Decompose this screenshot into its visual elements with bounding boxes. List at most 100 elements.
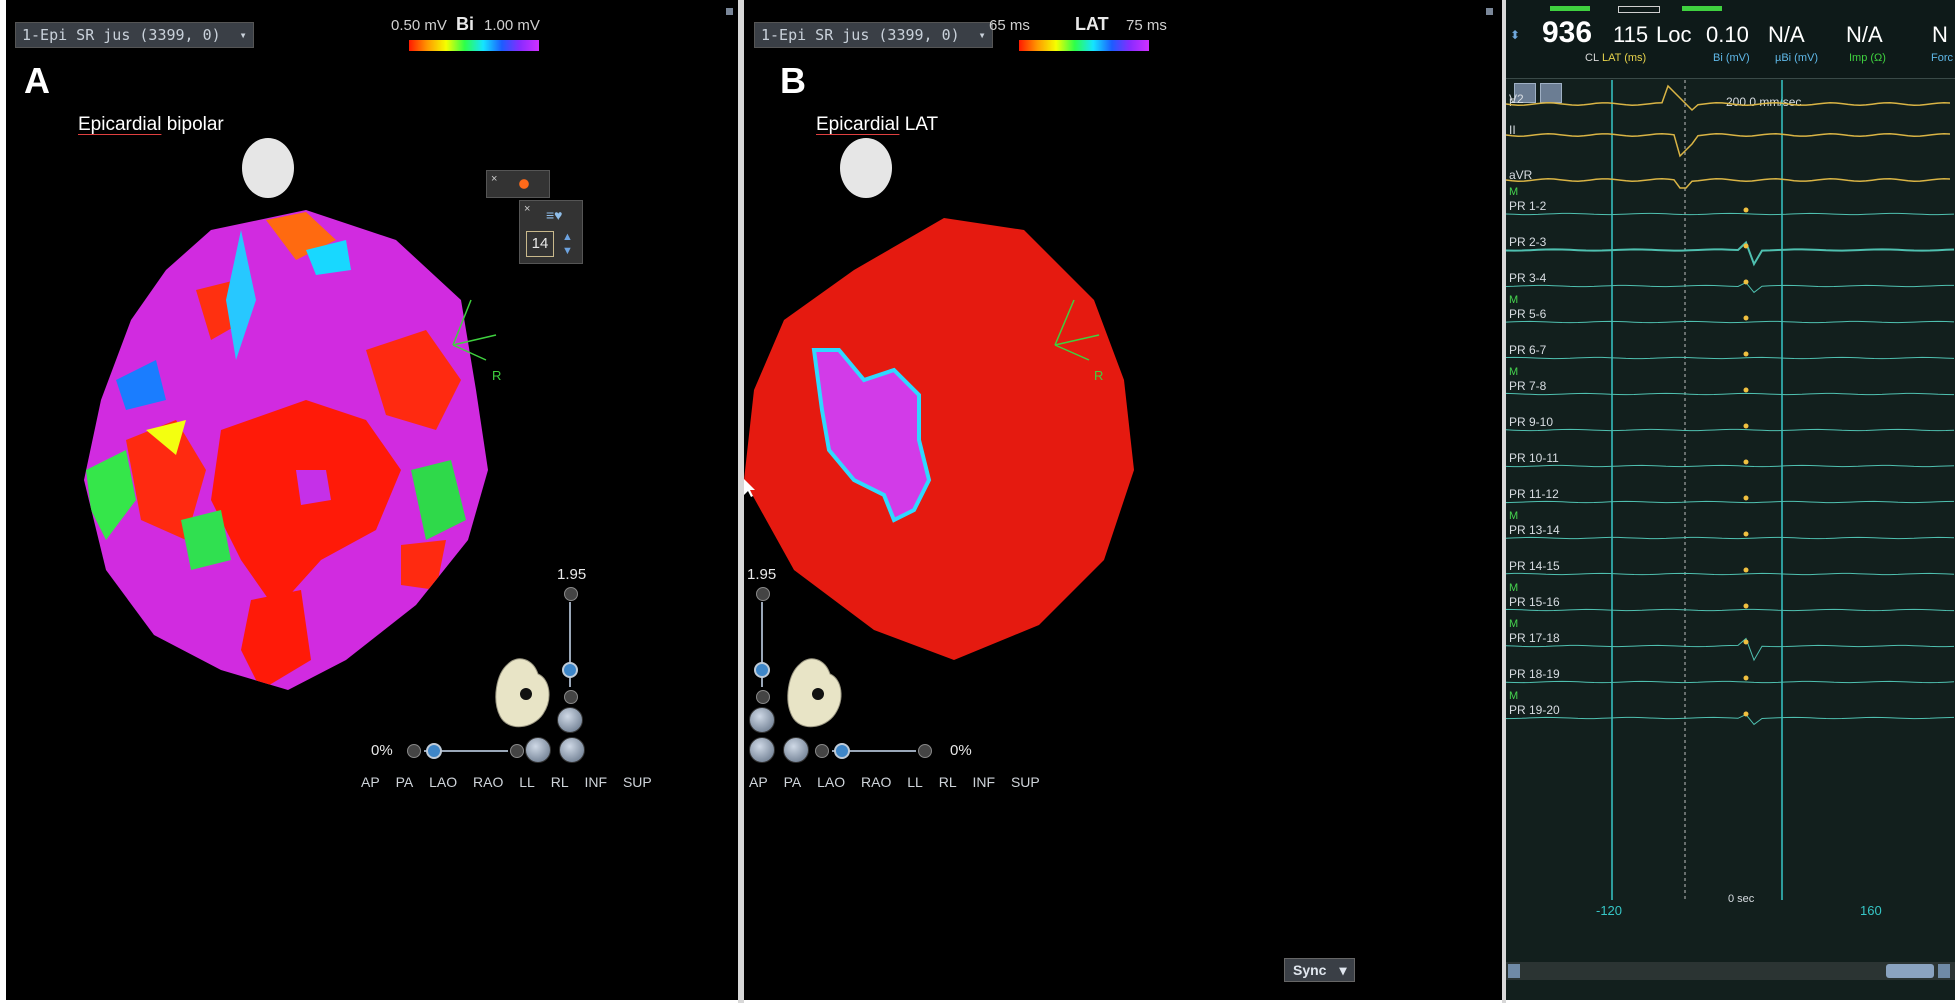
view-ap-button[interactable]: AP	[749, 774, 768, 790]
point-tool-box[interactable]: ×	[486, 170, 550, 198]
annotation-marker[interactable]	[1743, 207, 1749, 213]
transparency-slider-track[interactable]	[832, 750, 916, 752]
close-icon[interactable]: ×	[524, 203, 531, 215]
horizontal-scrollbar[interactable]	[1506, 962, 1955, 980]
view-ap-button[interactable]: AP	[361, 774, 380, 790]
transparency-slider-handle[interactable]	[426, 743, 442, 759]
spin-down-icon[interactable]: ▼	[562, 245, 573, 257]
view-inf-button[interactable]: INF	[584, 774, 608, 790]
settings-icon[interactable]	[1514, 83, 1536, 103]
zoom-slider-track[interactable]	[569, 602, 571, 687]
view-rao-button[interactable]: RAO	[473, 774, 504, 790]
egm-panel[interactable]: ⬍ 936 CL 115 LAT (ms) Loc 0.10 Bi (mV) N…	[1506, 0, 1955, 1000]
view-pa-button[interactable]: PA	[395, 774, 414, 790]
annotation-marker[interactable]	[1743, 603, 1749, 609]
zoom-out-icon[interactable]	[756, 690, 770, 704]
lat-geometry[interactable]: R	[744, 0, 1502, 1000]
bipolar-geometry[interactable]: R	[6, 0, 738, 1000]
egm-traces[interactable]	[1506, 80, 1955, 960]
bipolar-map-panel[interactable]: 1-Epi SR jus (3399, 0) ▾ 0.50 mV Bi 1.00…	[6, 0, 738, 1000]
channel-trace[interactable]	[1506, 536, 1955, 540]
view-rl-button[interactable]: RL	[550, 774, 569, 790]
surface-lead-trace[interactable]	[1506, 84, 1951, 112]
transparency-slider-handle[interactable]	[834, 743, 850, 759]
annotation-marker[interactable]	[1743, 423, 1749, 429]
view-buttons[interactable]: AP PA LAO RAO LL RL INF SUP	[749, 774, 1052, 790]
transparency-minus-icon[interactable]	[815, 744, 829, 758]
zoom-slider-handle[interactable]	[562, 662, 578, 678]
view-rao-button[interactable]: RAO	[861, 774, 892, 790]
zoom-slider-track[interactable]	[761, 602, 763, 687]
shading-icon[interactable]	[525, 737, 551, 763]
channel-trace[interactable]	[1506, 713, 1955, 726]
surface-lead-trace[interactable]	[1506, 178, 1951, 189]
header-scroll-icon[interactable]: ⬍	[1510, 28, 1521, 42]
annotation-marker[interactable]	[1743, 675, 1749, 681]
point-tags-icon[interactable]	[515, 175, 533, 193]
reset-view-icon[interactable]	[749, 707, 775, 733]
view-buttons[interactable]: AP PA LAO RAO LL RL INF SUP	[361, 774, 664, 790]
rotate-icon[interactable]	[749, 737, 775, 763]
map-selector[interactable]: 1-Epi SR jus (3399, 0) ▾	[15, 22, 254, 48]
view-lao-button[interactable]: LAO	[429, 774, 458, 790]
channel-trace[interactable]	[1506, 464, 1955, 468]
scroll-right-icon[interactable]	[1938, 964, 1950, 978]
view-sup-button[interactable]: SUP	[622, 774, 652, 790]
surface-lead-trace[interactable]	[1506, 133, 1951, 158]
close-icon[interactable]: ×	[491, 173, 498, 185]
transparency-plus-icon[interactable]	[510, 744, 524, 758]
color-scale-bar[interactable]	[1019, 40, 1149, 51]
annotation-marker[interactable]	[1743, 279, 1749, 285]
channel-trace[interactable]	[1506, 240, 1955, 267]
zoom-out-icon[interactable]	[564, 690, 578, 704]
projection-tool-box[interactable]: × ≡♥ 14 ▲ ▼	[519, 200, 583, 264]
annotation-marker[interactable]	[1743, 711, 1749, 717]
channel-trace[interactable]	[1506, 392, 1955, 396]
view-ll-button[interactable]: LL	[907, 774, 923, 790]
view-inf-button[interactable]: INF	[972, 774, 996, 790]
color-scale-bar[interactable]	[409, 40, 539, 51]
channel-trace[interactable]	[1506, 281, 1954, 294]
lat-surface[interactable]	[744, 218, 1134, 660]
scroll-left-icon[interactable]	[1508, 964, 1520, 978]
channel-trace[interactable]	[1506, 428, 1955, 432]
view-ll-button[interactable]: LL	[519, 774, 535, 790]
annotation-marker[interactable]	[1743, 531, 1749, 537]
panel-corner-icon[interactable]	[726, 8, 733, 15]
window-right-value[interactable]: 160	[1860, 903, 1882, 918]
annotation-marker[interactable]	[1743, 387, 1749, 393]
annotation-marker[interactable]	[1743, 243, 1749, 249]
sync-dropdown[interactable]: Sync ▾	[1284, 958, 1356, 982]
annotation-marker[interactable]	[1743, 459, 1749, 465]
reset-view-icon[interactable]	[557, 707, 583, 733]
view-pa-button[interactable]: PA	[783, 774, 802, 790]
zoom-in-icon[interactable]	[756, 587, 770, 601]
channel-trace[interactable]	[1506, 356, 1955, 360]
channel-trace[interactable]	[1506, 608, 1955, 612]
panel-corner-icon[interactable]	[1486, 8, 1493, 15]
transparency-minus-icon[interactable]	[407, 744, 421, 758]
zoom-slider-handle[interactable]	[754, 662, 770, 678]
channel-trace[interactable]	[1506, 572, 1955, 576]
annotation-marker[interactable]	[1743, 351, 1749, 357]
annotation-marker[interactable]	[1743, 567, 1749, 573]
projection-value-field[interactable]: 14	[526, 231, 554, 257]
channel-trace[interactable]	[1506, 212, 1955, 216]
heart-orientation-icon[interactable]	[488, 654, 558, 734]
lat-map-panel[interactable]: 1-Epi SR jus (3399, 0) ▾ 65 ms LAT 75 ms…	[744, 0, 1502, 1000]
rotate-icon[interactable]	[559, 737, 585, 763]
annotation-marker[interactable]	[1743, 495, 1749, 501]
transparency-plus-icon[interactable]	[918, 744, 932, 758]
view-sup-button[interactable]: SUP	[1010, 774, 1040, 790]
scroll-thumb[interactable]	[1886, 964, 1934, 978]
window-left-value[interactable]: -120	[1596, 903, 1623, 918]
annotation-marker[interactable]	[1743, 639, 1749, 645]
channel-trace[interactable]	[1506, 500, 1955, 504]
channel-trace[interactable]	[1506, 680, 1955, 684]
transparency-slider-track[interactable]	[424, 750, 508, 752]
channel-trace[interactable]	[1506, 637, 1955, 662]
spin-up-icon[interactable]: ▲	[562, 231, 573, 243]
zoom-in-icon[interactable]	[564, 587, 578, 601]
heart-orientation-icon[interactable]	[780, 654, 850, 734]
view-rl-button[interactable]: RL	[938, 774, 957, 790]
